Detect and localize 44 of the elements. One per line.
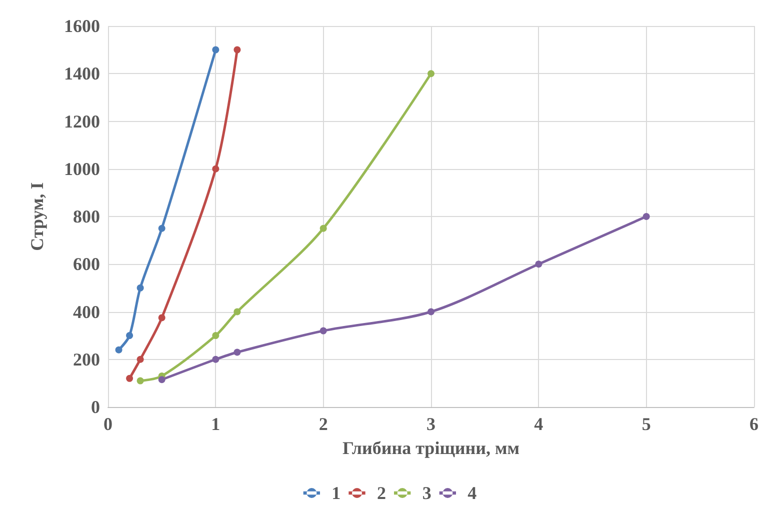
point <box>136 284 144 292</box>
point <box>428 70 434 78</box>
point <box>158 314 166 322</box>
legend-label: 3 <box>422 483 432 503</box>
y-tick-label: 1400 <box>64 64 100 84</box>
x-tick-label: 5 <box>642 414 651 434</box>
x-tick-label: 3 <box>426 414 436 434</box>
y-tick-label: 1200 <box>64 111 100 132</box>
point <box>136 356 144 363</box>
y-tick-label: 0 <box>91 397 100 417</box>
point <box>136 377 144 384</box>
y-tick-label: 1600 <box>64 16 100 36</box>
y-tick-label: 400 <box>73 302 100 322</box>
point <box>234 308 241 316</box>
x-tick-label: 2 <box>318 414 328 434</box>
y-tick-label: 1000 <box>64 158 100 179</box>
point <box>234 46 241 54</box>
point <box>212 46 220 54</box>
legend-label: 2 <box>377 483 386 503</box>
legend-label: 4 <box>468 483 477 503</box>
point <box>212 165 220 172</box>
y-tick-label: 200 <box>73 349 100 370</box>
point <box>115 346 122 354</box>
x-tick-label: 4 <box>534 414 544 434</box>
point <box>428 308 434 316</box>
y-tick-label: 800 <box>73 206 100 226</box>
point <box>234 348 241 356</box>
point <box>126 374 134 382</box>
x-axis-title: Глибина тріщини, мм <box>342 438 520 458</box>
point <box>158 376 166 384</box>
point <box>212 332 220 340</box>
x-tick-label: 6 <box>750 414 758 434</box>
point <box>212 356 220 363</box>
x-tick-label: 0 <box>104 414 112 434</box>
y-axis-title: Струм, І <box>27 182 47 251</box>
point <box>535 260 542 268</box>
legend-label: 1 <box>332 483 341 503</box>
point <box>320 224 327 232</box>
x-tick-label: 1 <box>211 414 220 434</box>
point <box>158 224 166 232</box>
point <box>126 332 134 340</box>
point <box>642 213 650 220</box>
point <box>320 327 327 334</box>
y-tick-label: 600 <box>73 254 100 274</box>
